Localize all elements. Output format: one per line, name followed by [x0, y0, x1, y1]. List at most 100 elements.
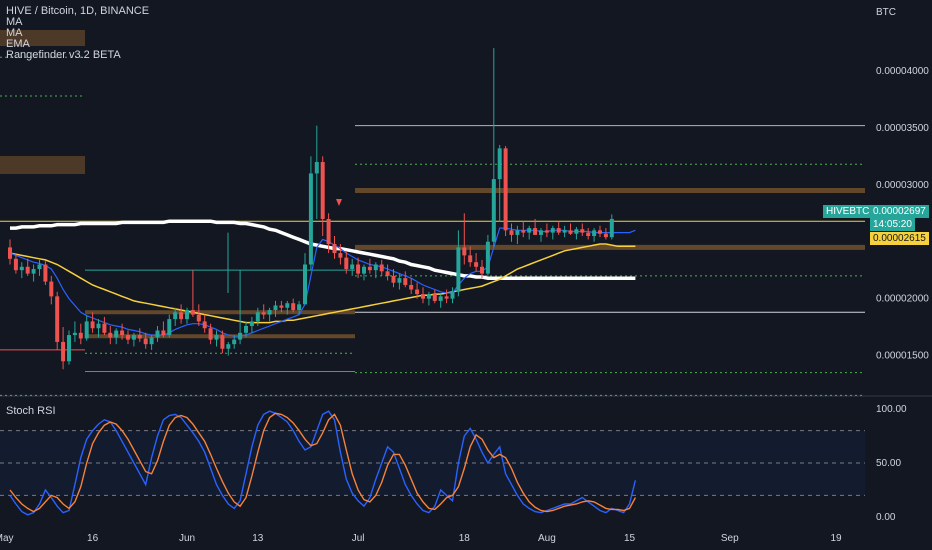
candle-body: [226, 344, 231, 349]
candle-body: [326, 218, 331, 244]
price-tick-label: 0.00004000: [876, 66, 929, 77]
candle-body: [338, 253, 343, 258]
sell-signal-marker: [336, 199, 342, 206]
time-tick-label: 15: [624, 533, 636, 544]
candle-body: [267, 310, 272, 315]
candle-body: [533, 228, 538, 235]
time-tick-label: Jul: [352, 533, 365, 544]
candle-body: [580, 229, 585, 233]
candle-body: [114, 330, 119, 338]
range-zone-box: [0, 156, 85, 174]
candle-body: [373, 264, 378, 271]
candle-body: [137, 335, 142, 339]
candle-body: [474, 262, 479, 267]
ma-fast-line: [9, 243, 636, 324]
candle-body: [544, 230, 549, 233]
candle-body: [456, 247, 461, 292]
candle-body: [13, 258, 18, 271]
candle-body: [96, 323, 101, 329]
candle-body: [196, 314, 201, 322]
candle-body: [503, 148, 508, 231]
candle-body: [332, 244, 337, 254]
time-tick-label: 18: [459, 533, 471, 544]
candle-body: [55, 296, 60, 342]
stoch-k-line: [9, 410, 637, 516]
time-tick-label: 13: [252, 533, 264, 544]
time-tick-label: Aug: [538, 533, 556, 544]
candle-body: [126, 335, 130, 340]
candle-body: [190, 310, 195, 315]
candle-body: [238, 332, 243, 340]
candle-body: [279, 305, 284, 308]
candle-body: [273, 305, 278, 311]
candle-body: [344, 257, 349, 270]
candle-body: [25, 266, 30, 274]
candle-body: [31, 269, 36, 274]
candle-body: [149, 337, 154, 345]
candle-body: [462, 247, 467, 256]
price-tick-label: 0.00003000: [876, 180, 929, 191]
time-tick-label: Sep: [721, 533, 739, 544]
candle-body: [586, 232, 591, 237]
candle-body: [308, 173, 313, 265]
candle-body: [415, 289, 420, 295]
candles-group: [8, 48, 614, 370]
legend-ma-slow[interactable]: MA: [6, 16, 23, 28]
candle-body: [173, 312, 178, 320]
price-tick-label: 0.00001500: [876, 351, 929, 362]
candle-body: [155, 330, 160, 338]
candle-body: [49, 281, 54, 297]
candle-body: [102, 323, 107, 333]
legend-ma-fast[interactable]: MA: [6, 27, 23, 39]
price-tick-label: 0.00003500: [876, 123, 929, 134]
stoch-tick-label: 50.00: [876, 458, 901, 469]
candle-body: [314, 162, 319, 174]
candle-body: [90, 321, 95, 329]
chart-title: HIVE / Bitcoin, 1D, BINANCE: [6, 5, 150, 17]
candle-body: [255, 312, 260, 322]
currency-label: BTC: [876, 7, 896, 18]
stoch-tick-label: 0.00: [876, 512, 896, 523]
candle-body: [491, 179, 496, 242]
candle-body: [603, 233, 608, 238]
candle-body: [167, 319, 172, 336]
time-tick-label: Jun: [179, 533, 195, 544]
chart-legend: HIVE / Bitcoin, 1D, BINANCE MA MA EMA Ra…: [6, 6, 149, 61]
candle-body: [185, 310, 189, 320]
countdown-timer: 14:05:20: [870, 218, 915, 231]
candle-body: [143, 338, 148, 345]
stoch-rsi-label[interactable]: Stoch RSI: [6, 405, 56, 417]
last-price-value: 0.00002697: [870, 205, 929, 218]
candle-body: [426, 294, 431, 299]
candle-body: [350, 264, 355, 270]
candle-body: [550, 228, 555, 233]
candle-body: [84, 321, 89, 339]
candle-body: [208, 328, 213, 340]
candle-body: [320, 162, 325, 219]
candle-body: [67, 335, 71, 362]
candle-body: [261, 312, 266, 315]
candle-body: [556, 228, 561, 233]
candle-body: [161, 330, 166, 336]
legend-rangefinder[interactable]: Rangefinder v3.2 BETA: [6, 49, 121, 61]
legend-highlight-box: [0, 30, 85, 46]
candle-body: [598, 230, 602, 234]
candle-body: [367, 266, 372, 271]
candle-body: [202, 321, 207, 329]
candle-body: [249, 321, 254, 326]
legend-ema[interactable]: EMA: [6, 38, 30, 50]
candle-body: [609, 218, 614, 238]
ma-value-tag: 0.00002615: [870, 232, 929, 245]
candle-body: [450, 291, 455, 299]
candle-body: [303, 264, 307, 305]
candle-body: [356, 264, 361, 274]
candle-body: [220, 335, 225, 349]
price-tick-label: 0.00002000: [876, 294, 929, 305]
stoch-d-line: [9, 412, 637, 513]
time-tick-label: May: [0, 533, 14, 544]
candle-body: [120, 330, 125, 336]
last-price-symbol: HIVEBTC: [823, 205, 873, 218]
candle-body: [562, 230, 567, 233]
candle-body: [527, 228, 532, 233]
